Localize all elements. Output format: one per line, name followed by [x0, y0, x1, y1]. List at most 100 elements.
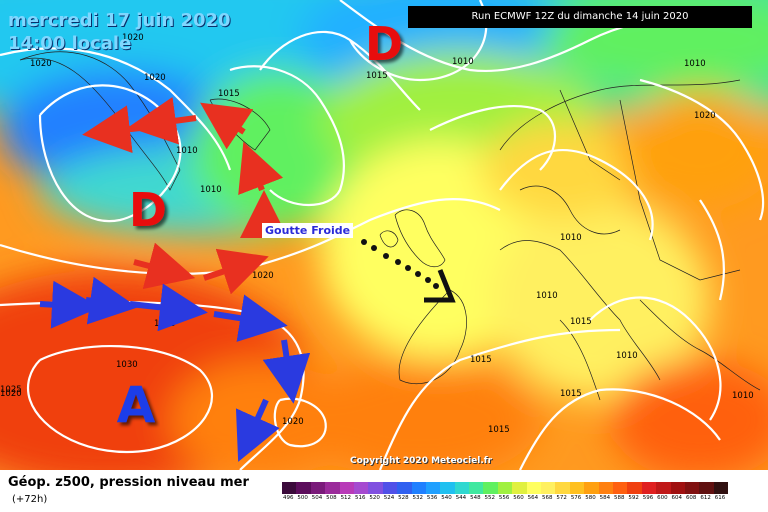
legend-lead-time: (+72h)	[12, 494, 48, 505]
scale-swatch: 588	[612, 482, 628, 501]
low-pressure-symbol-north: D	[365, 17, 403, 71]
blue-arrows	[39, 276, 311, 462]
scale-swatch: 508	[325, 482, 340, 501]
scale-swatch: 552	[483, 482, 498, 501]
scale-label: 512	[340, 495, 352, 501]
scale-swatch: 568	[541, 482, 556, 501]
scale-label: 576	[570, 495, 582, 501]
isobar-label: 1010	[536, 291, 558, 301]
isobar-label: 1020	[144, 73, 166, 83]
scale-swatch: 520	[368, 482, 383, 501]
isobar-label: 1025	[0, 385, 22, 395]
isobar-label: 1020	[122, 33, 144, 43]
scale-label: 568	[542, 495, 553, 501]
isobar-label: 1010	[684, 59, 706, 69]
isobar-label: 1015	[470, 355, 492, 365]
scale-swatch: 592	[627, 482, 642, 501]
forecast-date: mercredi 17 juin 2020	[8, 10, 231, 31]
isobar-label: 1010	[616, 351, 638, 361]
scale-swatch: 548	[469, 482, 484, 501]
map-canvas: 1020 1020 1020 1015 1010 1010 1015 1010 1010 1020…	[0, 0, 768, 470]
scale-swatch: 524	[382, 482, 398, 501]
scale-label: 524	[383, 495, 395, 501]
legend-title: Géop. z500, pression niveau mer	[8, 475, 249, 490]
scale-swatch: 496	[282, 482, 297, 501]
scale-label: 552	[484, 495, 495, 501]
scale-label: 504	[311, 495, 323, 501]
scale-swatch: 616	[713, 482, 729, 501]
isobar-label: 1020	[30, 59, 52, 69]
scale-swatch: 604	[670, 482, 685, 501]
isobar-label: 1010	[732, 391, 754, 401]
scale-label: 580	[585, 495, 596, 501]
isobar-label: 1010	[560, 233, 582, 243]
scale-label: 572	[556, 495, 567, 501]
scale-swatch: 540	[440, 482, 455, 501]
scale-swatch: 600	[656, 482, 671, 501]
scale-label: 588	[613, 495, 625, 501]
scale-swatch: 560	[512, 482, 527, 501]
scale-label: 600	[657, 495, 668, 501]
scale-label: 548	[470, 495, 481, 501]
scale-swatch: 608	[684, 482, 700, 501]
scale-label: 520	[369, 495, 380, 501]
color-scale: 496 500 504 508 512 516 520 524 528 532 536 540 544 5…	[282, 482, 729, 501]
scale-label: 604	[671, 495, 683, 501]
scale-label: 596	[642, 495, 654, 501]
copyright: Copyright 2020 Meteociel.fr	[350, 456, 493, 466]
cold-drop-corner-mark	[424, 269, 456, 303]
scale-swatch: 580	[584, 482, 599, 501]
isobar-label: 1015	[218, 89, 240, 99]
scale-swatch: 504	[310, 482, 326, 501]
isobar-label: 1025	[154, 319, 176, 329]
scale-swatch: 528	[397, 482, 412, 501]
low-pressure-symbol-atlantic: D	[129, 183, 167, 237]
scale-label: 560	[513, 495, 524, 501]
red-arrows	[82, 96, 288, 295]
scale-swatch: 516	[353, 482, 369, 501]
scale-label: 500	[297, 495, 308, 501]
scale-label: 540	[441, 495, 452, 501]
scale-swatch: 576	[569, 482, 585, 501]
scale-label: 544	[455, 495, 467, 501]
isobar-label: 1015	[560, 389, 582, 399]
isobar-label: 1030	[116, 360, 138, 370]
scale-label: 536	[426, 495, 438, 501]
scale-label: 496	[283, 495, 294, 501]
scale-label: 508	[326, 495, 337, 501]
scale-label: 616	[714, 495, 726, 501]
scale-swatch: 584	[598, 482, 613, 501]
scale-swatch: 536	[425, 482, 441, 501]
scale-label: 556	[498, 495, 510, 501]
isobar-label: 1020	[252, 271, 274, 281]
scale-swatch: 500	[296, 482, 311, 501]
scale-label: 608	[685, 495, 697, 501]
high-pressure-symbol: A	[117, 376, 156, 434]
isobar-label: 1015	[488, 425, 510, 435]
isobar-label: 1010	[452, 57, 474, 67]
scale-swatch: 512	[339, 482, 354, 501]
scale-label: 516	[354, 495, 366, 501]
scale-swatch: 564	[526, 482, 542, 501]
scale-label: 584	[599, 495, 611, 501]
scale-swatch: 556	[497, 482, 513, 501]
scale-label: 612	[700, 495, 711, 501]
isobar-label: 1020	[0, 389, 22, 399]
isobar-label: 1020	[694, 111, 716, 121]
scale-label: 528	[398, 495, 409, 501]
isobar-label: 1015	[366, 71, 388, 81]
scale-swatch: 596	[641, 482, 657, 501]
scale-label: 564	[527, 495, 539, 501]
isobar-label: 1010	[176, 146, 198, 156]
cold-drop-label: Goutte Froide	[262, 223, 354, 238]
cold-drop-track	[361, 239, 439, 289]
scale-swatch: 612	[699, 482, 714, 501]
isobar-label: 1020	[282, 417, 304, 427]
legend: Géop. z500, pression niveau mer (+72h) 4…	[0, 470, 768, 512]
run-info: Run ECMWF 12Z du dimanche 14 juin 2020	[408, 6, 752, 28]
forecast-time: 14:00 locale	[8, 33, 132, 54]
isobar-label: 1010	[200, 185, 222, 195]
scale-label: 532	[412, 495, 424, 501]
coastlines	[19, 51, 761, 401]
